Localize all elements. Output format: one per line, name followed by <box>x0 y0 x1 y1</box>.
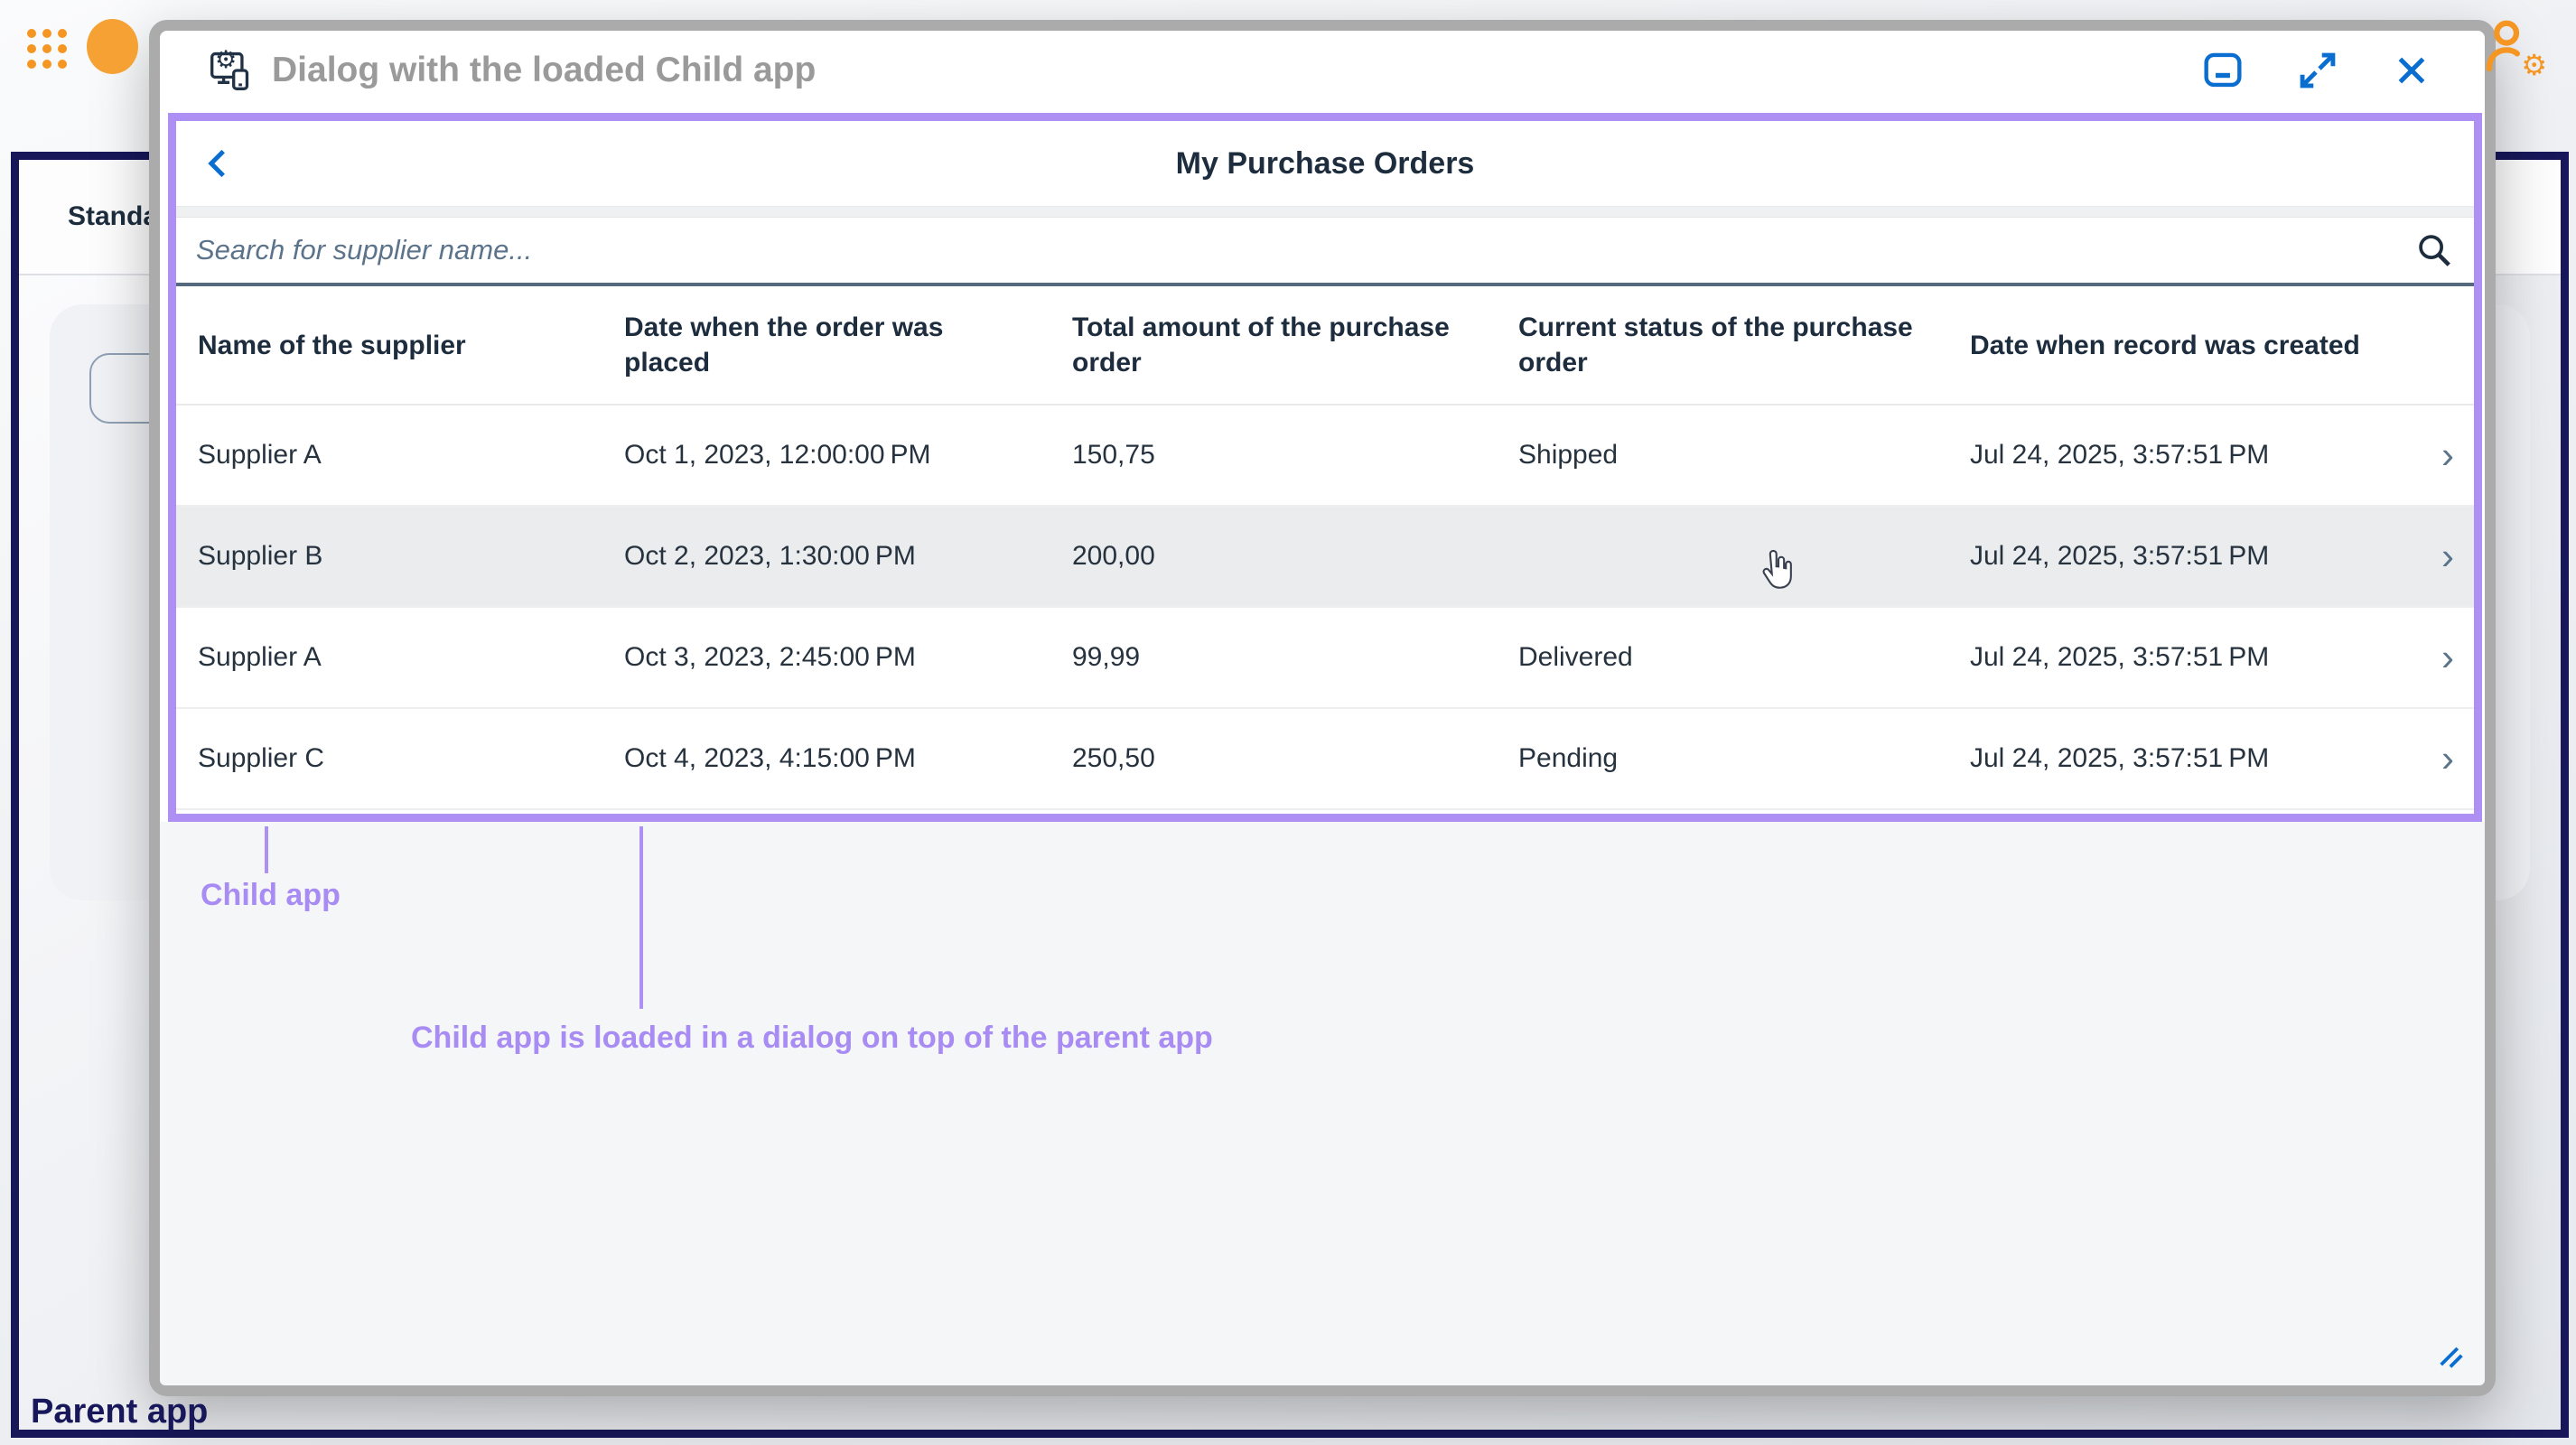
dialog-title: Dialog with the loaded Child app <box>272 51 817 89</box>
table-header-row: Name of the supplier Date when the order… <box>176 286 2474 406</box>
close-icon <box>2398 57 2425 84</box>
created-date-cell: Jul 24, 2025, 3:57:51 PM <box>1970 642 2270 672</box>
page-title: My Purchase Orders <box>1175 145 1475 181</box>
table-row[interactable]: Supplier A Oct 1, 2023, 12:00:00 PM 150,… <box>176 406 2474 507</box>
close-button[interactable] <box>2393 51 2431 89</box>
supplier-cell: Supplier A <box>198 440 322 470</box>
dialog-note-annotation: Child app is loaded in a dialog on top o… <box>411 1021 1213 1055</box>
search-input[interactable] <box>176 218 2474 283</box>
resize-expand-button[interactable] <box>2297 50 2338 91</box>
dialog-titlebar[interactable]: ⚙ Dialog with the loaded Child app <box>160 31 2485 110</box>
created-date-cell: Jul 24, 2025, 3:57:51 PM <box>1970 541 2270 571</box>
column-header[interactable]: Current status of the purchase order <box>1518 312 1913 378</box>
column-header[interactable]: Date when record was created <box>1970 330 2360 360</box>
annotation-connector-line <box>265 826 268 873</box>
chevron-right-icon[interactable]: › <box>2441 737 2454 779</box>
order-date-cell: Oct 1, 2023, 12:00:00 PM <box>624 440 931 470</box>
chevron-right-icon[interactable]: › <box>2441 535 2454 577</box>
table-row[interactable]: Supplier C Oct 4, 2023, 4:15:00 PM 250,5… <box>176 709 2474 810</box>
sys-monitor-icon: ⚙ <box>209 46 252 92</box>
minimize-icon <box>2204 52 2242 88</box>
parent-header-title: Standa <box>68 201 159 231</box>
created-date-cell: Jul 24, 2025, 3:57:51 PM <box>1970 743 2270 773</box>
avatar[interactable] <box>87 19 138 74</box>
purchase-orders-table: Name of the supplier Date when the order… <box>176 286 2474 810</box>
parent-app-annotation: Parent app <box>31 1393 209 1431</box>
created-date-cell: Jul 24, 2025, 3:57:51 PM <box>1970 440 2270 470</box>
amount-cell: 150,75 <box>1072 440 1155 470</box>
expand-icon <box>2300 52 2336 89</box>
chevron-right-icon[interactable]: › <box>2441 434 2454 476</box>
chevron-left-icon <box>208 149 225 178</box>
user-settings-icon[interactable]: ⚙ <box>2482 18 2547 81</box>
status-cell: Delivered <box>1518 642 1633 672</box>
supplier-cell: Supplier C <box>198 743 325 773</box>
dialog-actions <box>2203 50 2431 91</box>
child-app-annotation: Child app <box>201 878 341 912</box>
supplier-cell: Supplier B <box>198 541 323 571</box>
order-date-cell: Oct 3, 2023, 2:45:00 PM <box>624 642 916 672</box>
supplier-cell: Supplier A <box>198 642 322 672</box>
status-cell: Shipped <box>1518 440 1619 470</box>
amount-cell: 250,50 <box>1072 743 1155 773</box>
dialog-body-background <box>160 822 2485 1385</box>
column-header[interactable]: Name of the supplier <box>198 330 466 360</box>
amount-cell: 200,00 <box>1072 541 1155 571</box>
child-app-header: My Purchase Orders <box>176 121 2474 207</box>
table-row[interactable]: Supplier B Oct 2, 2023, 1:30:00 PM 200,0… <box>176 507 2474 608</box>
status-cell: Pending <box>1518 743 1619 773</box>
header-divider <box>176 207 2474 218</box>
app-launcher-grid-icon[interactable] <box>27 29 67 69</box>
gear-icon: ⚙ <box>2521 49 2547 81</box>
amount-cell: 99,99 <box>1072 642 1141 672</box>
person-icon <box>2486 20 2520 72</box>
gear-icon: ⚙ <box>215 46 238 73</box>
back-button[interactable] <box>201 145 238 182</box>
column-header[interactable]: Total amount of the purchase order <box>1072 312 1450 378</box>
annotation-connector-line <box>639 826 643 1009</box>
order-date-cell: Oct 4, 2023, 4:15:00 PM <box>624 743 916 773</box>
minimize-button[interactable] <box>2203 51 2243 89</box>
search-icon[interactable] <box>2414 230 2454 275</box>
chevron-right-icon[interactable]: › <box>2441 636 2454 678</box>
table-row[interactable]: Supplier A Oct 3, 2023, 2:45:00 PM 99,99… <box>176 608 2474 709</box>
order-date-cell: Oct 2, 2023, 1:30:00 PM <box>624 541 916 571</box>
column-header[interactable]: Date when the order was placed <box>624 312 944 378</box>
search-bar <box>176 218 2474 286</box>
dialog-window: ⚙ Dialog with the loaded Child app <box>149 20 2496 1396</box>
child-app-frame: My Purchase Orders Name of the supplier … <box>168 113 2482 822</box>
resize-grip-icon[interactable] <box>2436 1341 2467 1376</box>
hand-pointer-cursor <box>1754 547 1796 597</box>
